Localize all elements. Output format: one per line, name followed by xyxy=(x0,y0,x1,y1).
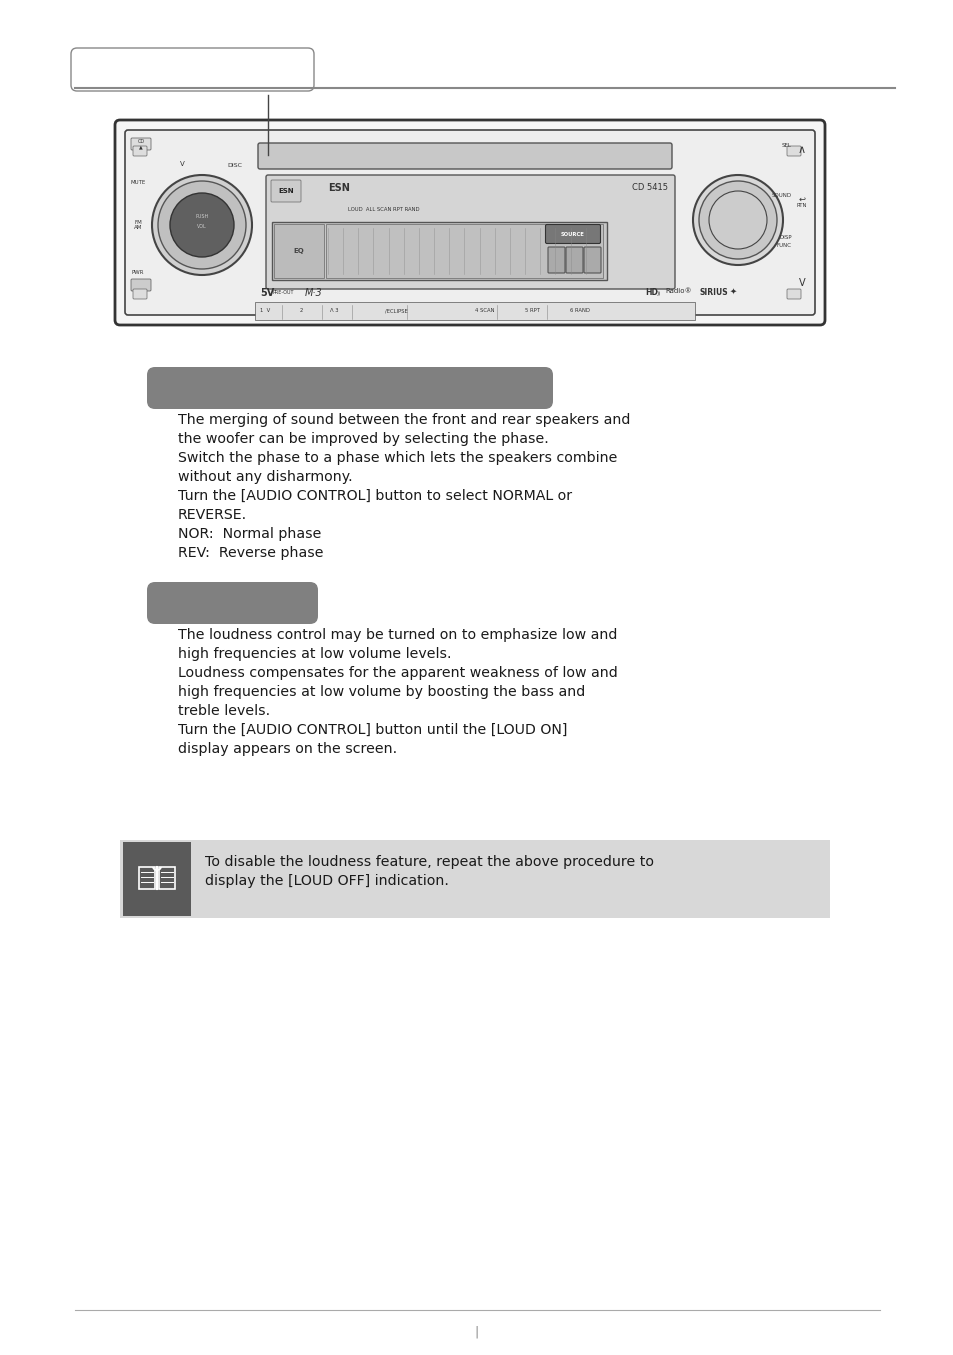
FancyBboxPatch shape xyxy=(131,138,151,150)
Text: EQ: EQ xyxy=(294,248,304,253)
FancyBboxPatch shape xyxy=(132,289,147,299)
Circle shape xyxy=(692,175,782,266)
Bar xyxy=(272,222,606,280)
Text: SIRIUS: SIRIUS xyxy=(700,289,728,297)
Text: To disable the loudness feature, repeat the above procedure to: To disable the loudness feature, repeat … xyxy=(205,855,654,869)
Text: 5V: 5V xyxy=(260,289,274,298)
Text: RTN: RTN xyxy=(796,203,806,209)
Text: MUTE: MUTE xyxy=(131,180,146,186)
Text: V: V xyxy=(179,161,184,167)
Bar xyxy=(139,867,154,889)
Text: SOUND: SOUND xyxy=(771,192,791,198)
Bar xyxy=(274,224,324,278)
Text: 2: 2 xyxy=(299,309,303,313)
Text: |: | xyxy=(475,1325,478,1337)
FancyBboxPatch shape xyxy=(125,130,814,314)
Text: Radio®: Radio® xyxy=(664,289,691,294)
Text: Loudness compensates for the apparent weakness of low and: Loudness compensates for the apparent we… xyxy=(178,667,618,680)
Text: )): )) xyxy=(657,291,660,295)
FancyBboxPatch shape xyxy=(147,583,317,625)
Text: The loudness control may be turned on to emphasize low and: The loudness control may be turned on to… xyxy=(178,627,617,642)
Text: DISC: DISC xyxy=(227,163,242,168)
Text: 4 SCAN: 4 SCAN xyxy=(475,309,494,313)
FancyBboxPatch shape xyxy=(271,180,301,202)
Text: HD: HD xyxy=(644,289,658,297)
Circle shape xyxy=(170,192,233,257)
Text: the woofer can be improved by selecting the phase.: the woofer can be improved by selecting … xyxy=(178,432,548,446)
Text: PWR: PWR xyxy=(132,271,144,275)
FancyBboxPatch shape xyxy=(545,225,599,244)
Text: 1  V: 1 V xyxy=(260,309,270,313)
Text: Turn the [AUDIO CONTROL] button until the [LOUD ON]: Turn the [AUDIO CONTROL] button until th… xyxy=(178,724,567,737)
Circle shape xyxy=(699,182,776,259)
Text: display appears on the screen.: display appears on the screen. xyxy=(178,743,396,756)
Text: Λ 3: Λ 3 xyxy=(330,309,338,313)
Text: V: V xyxy=(798,278,804,289)
FancyBboxPatch shape xyxy=(786,289,801,299)
Text: ESN: ESN xyxy=(278,188,294,194)
Text: ↩: ↩ xyxy=(798,195,804,205)
Text: PRE-OUT: PRE-OUT xyxy=(273,290,294,295)
Text: The merging of sound between the front and rear speakers and: The merging of sound between the front a… xyxy=(178,413,630,427)
Text: high frequencies at low volume levels.: high frequencies at low volume levels. xyxy=(178,646,451,661)
FancyBboxPatch shape xyxy=(583,247,600,272)
Text: M·3: M·3 xyxy=(305,289,322,298)
FancyBboxPatch shape xyxy=(132,146,147,156)
Text: ✦: ✦ xyxy=(729,287,737,295)
FancyBboxPatch shape xyxy=(547,247,564,272)
Text: Switch the phase to a phase which lets the speakers combine: Switch the phase to a phase which lets t… xyxy=(178,451,617,465)
FancyBboxPatch shape xyxy=(131,279,151,291)
Text: CD
▲: CD ▲ xyxy=(137,138,145,149)
Text: 5 RPT: 5 RPT xyxy=(524,309,539,313)
FancyBboxPatch shape xyxy=(786,146,801,156)
Text: CD 5415: CD 5415 xyxy=(631,183,667,192)
Circle shape xyxy=(708,191,766,249)
Text: REV:  Reverse phase: REV: Reverse phase xyxy=(178,546,323,560)
Text: ∧: ∧ xyxy=(797,145,805,154)
Bar xyxy=(120,840,829,917)
Bar xyxy=(123,841,191,916)
FancyBboxPatch shape xyxy=(147,367,553,409)
Text: NOR:  Normal phase: NOR: Normal phase xyxy=(178,527,321,541)
FancyBboxPatch shape xyxy=(71,47,314,91)
Text: /ECLIPSE: /ECLIPSE xyxy=(385,309,407,313)
Text: 6 RAND: 6 RAND xyxy=(569,309,589,313)
Text: Turn the [AUDIO CONTROL] button to select NORMAL or: Turn the [AUDIO CONTROL] button to selec… xyxy=(178,489,572,503)
Text: SEL: SEL xyxy=(781,144,791,148)
Text: REVERSE.: REVERSE. xyxy=(178,508,247,522)
Bar xyxy=(159,867,174,889)
Text: VOL: VOL xyxy=(197,225,207,229)
Text: treble levels.: treble levels. xyxy=(178,705,270,718)
Text: display the [LOUD OFF] indication.: display the [LOUD OFF] indication. xyxy=(205,874,449,888)
Text: DISP: DISP xyxy=(779,234,791,240)
FancyBboxPatch shape xyxy=(565,247,582,272)
Text: SOURCE: SOURCE xyxy=(560,232,584,237)
Text: without any disharmony.: without any disharmony. xyxy=(178,470,353,484)
Circle shape xyxy=(152,175,252,275)
Circle shape xyxy=(158,182,246,270)
Text: ESN: ESN xyxy=(328,183,350,192)
FancyBboxPatch shape xyxy=(266,175,675,289)
Text: high frequencies at low volume by boosting the bass and: high frequencies at low volume by boosti… xyxy=(178,686,584,699)
FancyBboxPatch shape xyxy=(257,144,671,169)
FancyBboxPatch shape xyxy=(115,121,824,325)
Text: PUSH: PUSH xyxy=(195,214,209,220)
Bar xyxy=(326,224,602,278)
Bar xyxy=(254,302,695,320)
Text: LOUD  ALL SCAN RPT RAND: LOUD ALL SCAN RPT RAND xyxy=(348,207,419,211)
Text: FM
AM: FM AM xyxy=(133,220,142,230)
Text: FUNC: FUNC xyxy=(776,243,791,248)
